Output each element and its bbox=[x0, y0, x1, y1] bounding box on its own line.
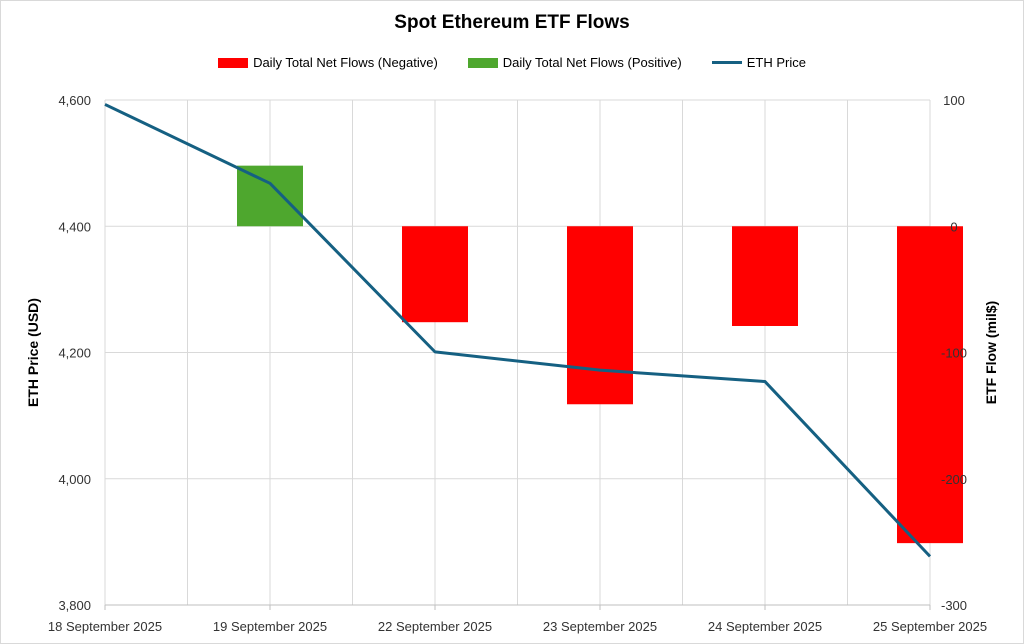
bar-negative-flow bbox=[402, 226, 468, 323]
x-axis-tick-label: 18 September 2025 bbox=[48, 619, 162, 634]
y-axis-tick-label: 4,000 bbox=[58, 472, 91, 487]
legend-item-eth-price: ETH Price bbox=[711, 55, 806, 70]
y2-axis-tick-label: -100 bbox=[941, 346, 967, 361]
legend-label-eth-price: ETH Price bbox=[746, 55, 806, 70]
legend-item-negative: Daily Total Net Flows (Negative) bbox=[218, 55, 438, 70]
legend-item-positive: Daily Total Net Flows (Positive) bbox=[467, 55, 682, 70]
y2-axis-tick-label: -200 bbox=[941, 472, 967, 487]
y2-axis-tick-label: -300 bbox=[941, 598, 967, 613]
legend-swatch-eth-price bbox=[711, 61, 742, 64]
x-axis-tick-label: 23 September 2025 bbox=[543, 619, 657, 634]
chart-title: Spot Ethereum ETF Flows bbox=[394, 12, 630, 33]
bar-negative-flow bbox=[567, 226, 633, 405]
y-axis-title: ETH Price (USD) bbox=[25, 298, 41, 407]
x-axis-tick-label: 24 September 2025 bbox=[708, 619, 822, 634]
legend: Daily Total Net Flows (Negative) Daily T… bbox=[0, 55, 1024, 70]
y2-axis-tick-label: 0 bbox=[950, 219, 957, 234]
y-axis-tick-label: 4,200 bbox=[58, 346, 91, 361]
x-axis-tick-label: 25 September 2025 bbox=[873, 619, 987, 634]
legend-swatch-negative bbox=[218, 57, 249, 68]
y-axis-tick-label: 3,800 bbox=[58, 598, 91, 613]
y2-axis-title: ETF Flow (mil$) bbox=[983, 301, 999, 404]
bar-negative-flow bbox=[897, 226, 963, 544]
x-axis-tick-label: 22 September 2025 bbox=[378, 619, 492, 634]
legend-label-positive: Daily Total Net Flows (Positive) bbox=[502, 55, 682, 70]
eth-price-line bbox=[104, 103, 932, 558]
y-axis-tick-label: 4,400 bbox=[58, 219, 91, 234]
y-axis-tick-label: 4,600 bbox=[58, 93, 91, 108]
y2-axis-tick-label: 100 bbox=[943, 93, 965, 108]
legend-swatch-positive bbox=[467, 57, 498, 68]
x-axis-tick-label: 19 September 2025 bbox=[213, 619, 327, 634]
legend-label-negative: Daily Total Net Flows (Negative) bbox=[253, 55, 438, 70]
bar-negative-flow bbox=[732, 226, 798, 326]
bar-positive-flow bbox=[237, 165, 303, 227]
